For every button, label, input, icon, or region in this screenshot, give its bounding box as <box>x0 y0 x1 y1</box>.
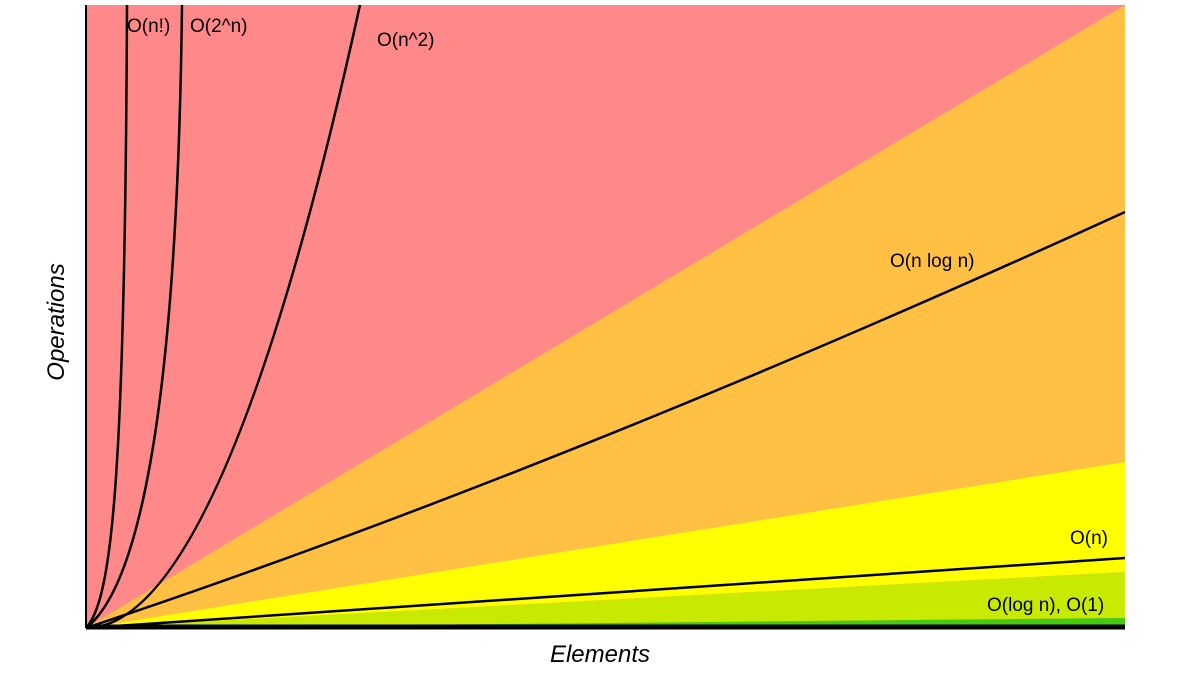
curve-linear <box>85 556 1126 630</box>
curve-label: O(n log n) <box>890 251 974 272</box>
curve-label: O(2^n) <box>190 16 247 37</box>
region-bad <box>86 5 1125 628</box>
curve-nlogn <box>85 210 1126 630</box>
curve-exponential <box>85 4 184 629</box>
y-axis-label: Operations <box>43 263 70 380</box>
curve-label: O(n^2) <box>377 30 434 51</box>
curve-label: O(n!) <box>127 16 170 37</box>
region-good <box>86 572 1125 628</box>
x-axis-label: Elements <box>550 641 650 668</box>
curve-factorial <box>85 4 129 629</box>
region-fair <box>86 462 1125 628</box>
curve-label: O(n) <box>1070 528 1108 549</box>
curve-label: O(log n), O(1) <box>987 595 1104 616</box>
